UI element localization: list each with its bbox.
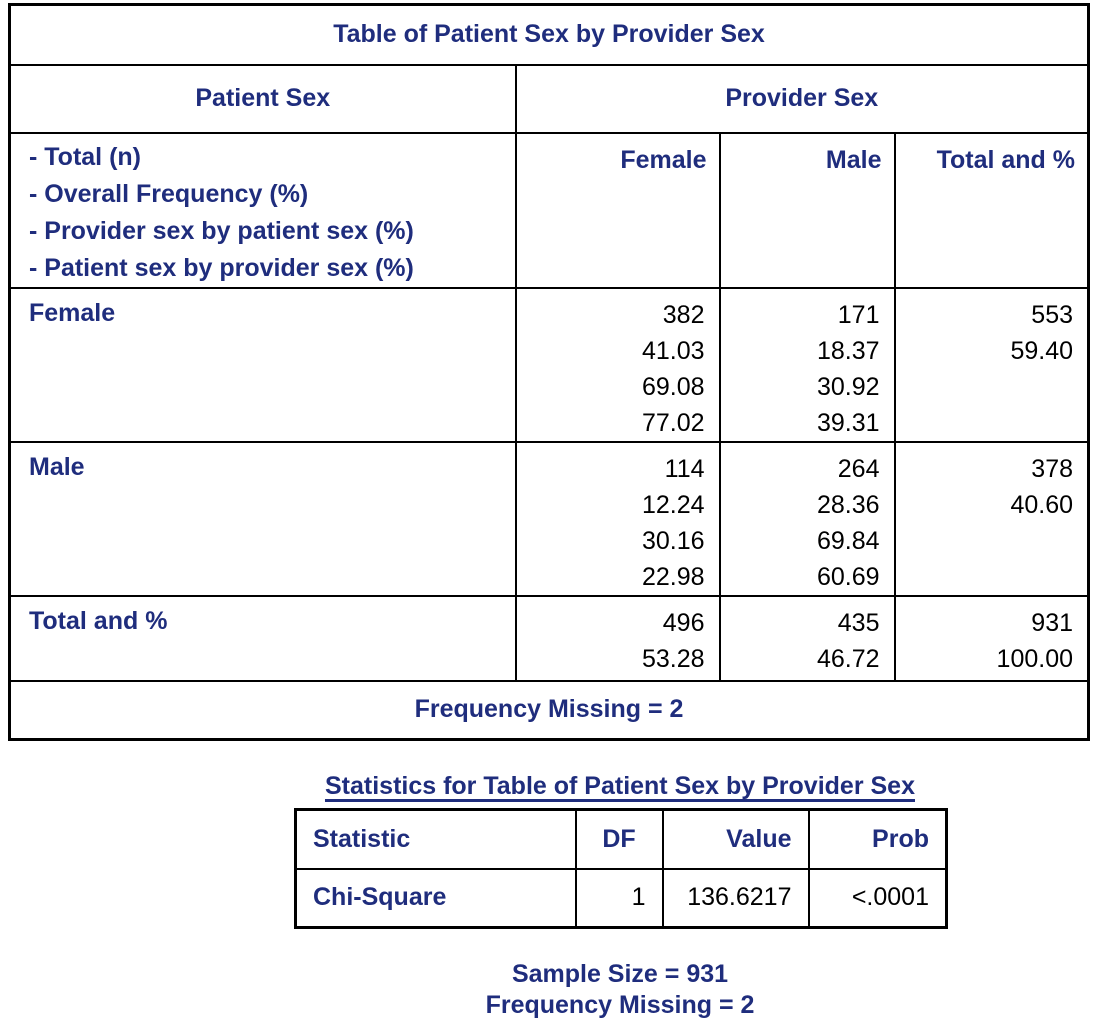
- crosstab-table: Table of Patient Sex by Provider Sex Pat…: [8, 3, 1091, 741]
- chi-square-df: 1: [574, 867, 664, 929]
- cell-female-total: 553 59.40: [893, 286, 1090, 443]
- cell-male-total: 378 40.60: [893, 440, 1090, 597]
- chi-square-value: 136.6217: [661, 867, 810, 929]
- statistics-table: Statistic DF Value Prob Chi-Square 1 136…: [294, 808, 948, 929]
- row-dimension-header: Patient Sex: [8, 63, 517, 134]
- crosstab-title-row: Table of Patient Sex by Provider Sex: [8, 3, 1090, 66]
- cell-total-female: 496 53.28: [514, 594, 721, 682]
- sample-size-note: Sample Size = 931: [511, 960, 729, 988]
- row-label-male: Male: [8, 440, 517, 597]
- col-header-male: Male: [718, 131, 896, 289]
- cell-female-male: 171 18.37 30.92 39.31: [718, 286, 896, 443]
- cell-male-male: 264 28.36 69.84 60.69: [718, 440, 896, 597]
- stat-label-chi-square: Chi-Square: [294, 867, 577, 929]
- summary-block: Sample Size = 931 Frequency Missing = 2: [294, 959, 946, 1021]
- table-row-female: Female 382 41.03 69.08 77.02 171 18.37 30.92 3…: [8, 286, 1090, 443]
- chi-square-prob: <.0001: [807, 867, 948, 929]
- crosstab-title: Table of Patient Sex by Provider Sex: [8, 3, 1090, 66]
- cell-total-total: 931 100.00: [893, 594, 1090, 682]
- table-row-male: Male 114 12.24 30.16 22.98 264 28.36 69.84 60.…: [8, 440, 1090, 597]
- stat-header-statistic: Statistic: [294, 808, 577, 870]
- column-header-row: - Total (n) - Overall Frequency (%) - Prov…: [8, 131, 1090, 289]
- crosstab-footer-row: Frequency Missing = 2: [8, 679, 1090, 741]
- stat-header-df: DF: [574, 808, 664, 870]
- cell-male-female: 114 12.24 30.16 22.98: [514, 440, 721, 597]
- table-row-total: Total and % 496 53.28 435 46.72 931 100.00: [8, 594, 1090, 682]
- row-label-female: Female: [8, 286, 517, 443]
- cell-female-female: 382 41.03 69.08 77.02: [514, 286, 721, 443]
- cell-contents-legend: - Total (n) - Overall Frequency (%) - Prov…: [8, 131, 517, 289]
- col-header-female: Female: [514, 131, 721, 289]
- frequency-missing-note: Frequency Missing = 2: [8, 679, 1090, 741]
- stat-header-value: Value: [661, 808, 810, 870]
- summary-frequency-missing-note: Frequency Missing = 2: [485, 991, 755, 1019]
- statistics-title: Statistics for Table of Patient Sex by P…: [324, 772, 915, 800]
- statistics-chi-square-row: Chi-Square 1 136.6217 <.0001: [294, 867, 948, 929]
- cell-total-male: 435 46.72: [718, 594, 896, 682]
- row-label-total: Total and %: [8, 594, 517, 682]
- col-dimension-header: Provider Sex: [514, 63, 1090, 134]
- col-header-total: Total and %: [893, 131, 1090, 289]
- dimension-header-row: Patient Sex Provider Sex: [8, 63, 1090, 134]
- statistics-header-row: Statistic DF Value Prob: [294, 808, 948, 870]
- stat-header-prob: Prob: [807, 808, 948, 870]
